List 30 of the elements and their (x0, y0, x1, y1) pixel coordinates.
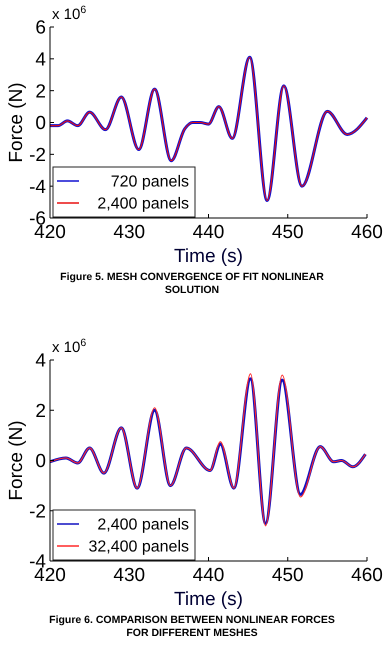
y-axis-title: Force (N) (6, 82, 27, 163)
x-axis-title: Time (s) (174, 246, 243, 267)
x-tick-label: 440 (192, 565, 224, 586)
y-tick-label: 2 (35, 81, 46, 102)
x-axis-title: Time (s) (174, 589, 243, 610)
text: Figure 5. MESH CONVERGENCE OF FIT NONLINEAR SOLUTION (60, 271, 324, 296)
x-tick-label: 450 (272, 222, 304, 243)
y-tick-label: 0 (35, 113, 46, 134)
y-tick-label: 4 (35, 49, 46, 70)
x-tick-label: 430 (113, 565, 146, 586)
legend-label: 2,400 panels (97, 196, 189, 213)
text: Figure 6. COMPARISON BETWEEN NONLINEAR FORCES FOR DIFFERENT MESHES (49, 614, 335, 639)
x-tick-label: 430 (113, 222, 146, 243)
text: x 10$^{6}$ (52, 337, 86, 356)
y-tick-label: -2 (29, 501, 46, 522)
y-tick-label: 4 (35, 350, 46, 372)
legend-label: 720 panels (110, 174, 189, 191)
y-tick-label: -2 (29, 144, 46, 166)
y-tick-label: 6 (35, 18, 46, 39)
y-tick-label: 0 (35, 451, 46, 472)
legend-label: 32,400 panels (88, 538, 189, 556)
text: x 10$^{6}$ (52, 4, 86, 23)
y-axis-title: Force (N) (6, 420, 27, 501)
x-tick-label: 460 (351, 222, 383, 243)
legend-label: 2,400 panels (97, 516, 189, 534)
y-tick-label: 2 (35, 400, 46, 422)
x-tick-label: 440 (192, 222, 224, 243)
x-tick-label: 460 (351, 565, 383, 586)
y-tick-label: -4 (29, 176, 46, 198)
x-tick-label: 450 (272, 565, 304, 586)
